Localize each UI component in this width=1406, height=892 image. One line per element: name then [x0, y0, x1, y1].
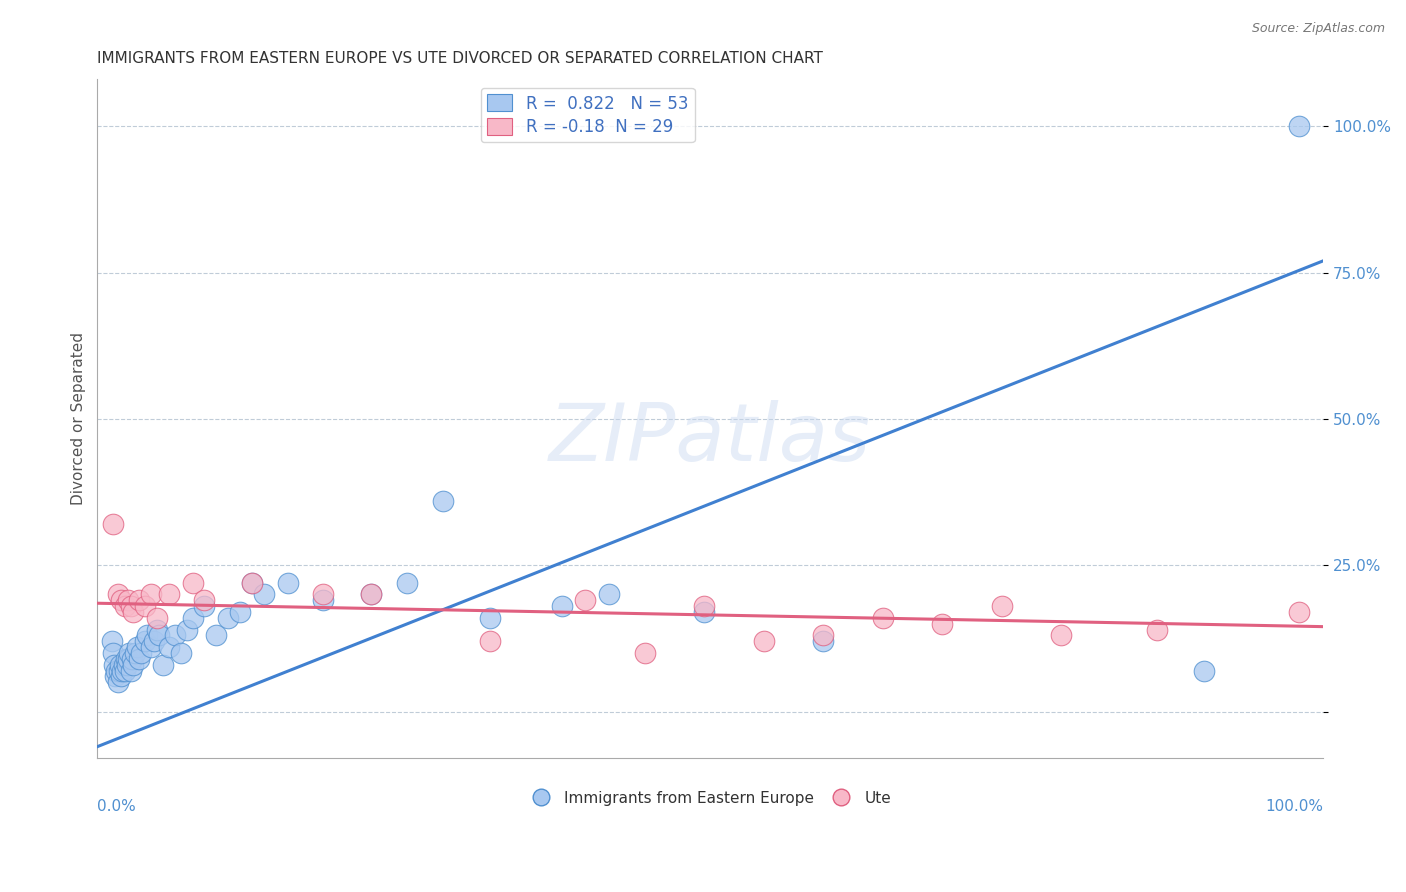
Point [143, 634, 166, 648]
Point [176, 623, 198, 637]
Point [991, 599, 1014, 614]
Text: IMMIGRANTS FROM EASTERN EUROPE VS UTE DIVORCED OR SEPARATED CORRELATION CHART: IMMIGRANTS FROM EASTERN EUROPE VS UTE DI… [97, 51, 824, 66]
Point [136, 628, 159, 642]
Point [598, 587, 620, 601]
Point [117, 593, 139, 607]
Point [107, 587, 129, 601]
Point [110, 593, 132, 607]
Point [240, 575, 263, 590]
Point [121, 652, 143, 666]
Point [157, 640, 180, 654]
Point [1288, 605, 1310, 619]
Point [110, 669, 132, 683]
Point [813, 628, 835, 642]
Point [111, 664, 134, 678]
Point [181, 575, 204, 590]
Point [169, 646, 191, 660]
Point [360, 587, 382, 601]
Point [193, 593, 215, 607]
Point [229, 605, 252, 619]
Point [550, 599, 572, 614]
Y-axis label: Divorced or Separated: Divorced or Separated [72, 333, 86, 506]
Point [277, 575, 299, 590]
Point [120, 664, 142, 678]
Point [118, 646, 141, 660]
Text: Source: ZipAtlas.com: Source: ZipAtlas.com [1251, 22, 1385, 36]
Point [115, 657, 138, 672]
Point [813, 634, 835, 648]
Point [574, 593, 596, 607]
Point [693, 599, 716, 614]
Point [112, 657, 135, 672]
Point [117, 652, 139, 666]
Point [253, 587, 276, 601]
Point [148, 628, 170, 642]
Point [217, 611, 239, 625]
Point [114, 664, 136, 678]
Text: ZIPatlas: ZIPatlas [550, 401, 872, 478]
Point [432, 493, 454, 508]
Point [312, 593, 335, 607]
Point [931, 616, 953, 631]
Point [1288, 119, 1310, 133]
Point [108, 657, 131, 672]
Point [752, 634, 775, 648]
Point [134, 634, 156, 648]
Point [124, 646, 146, 660]
Point [634, 646, 657, 660]
Point [101, 646, 124, 660]
Point [122, 657, 145, 672]
Point [163, 628, 186, 642]
Point [693, 605, 716, 619]
Point [139, 640, 162, 654]
Point [100, 634, 122, 648]
Point [114, 599, 136, 614]
Point [122, 605, 145, 619]
Point [872, 611, 894, 625]
Point [103, 657, 125, 672]
Point [146, 611, 169, 625]
Point [1050, 628, 1073, 642]
Point [107, 675, 129, 690]
Point [105, 664, 128, 678]
Point [104, 669, 127, 683]
Point [107, 664, 129, 678]
Point [312, 587, 335, 601]
Point [1194, 664, 1216, 678]
Point [128, 593, 150, 607]
Point [395, 575, 418, 590]
Point [240, 575, 263, 590]
Point [152, 657, 174, 672]
Point [134, 599, 156, 614]
Point [139, 587, 162, 601]
Point [1146, 623, 1168, 637]
Point [120, 599, 142, 614]
Point [101, 517, 124, 532]
Point [479, 611, 502, 625]
Point [125, 640, 148, 654]
Point [181, 611, 204, 625]
Point [128, 652, 150, 666]
Point [157, 587, 180, 601]
Point [479, 634, 502, 648]
Point [205, 628, 228, 642]
Point [115, 652, 138, 666]
Text: 100.0%: 100.0% [1265, 799, 1323, 814]
Point [193, 599, 215, 614]
Point [360, 587, 382, 601]
Point [146, 623, 169, 637]
Point [131, 646, 153, 660]
Text: 0.0%: 0.0% [97, 799, 136, 814]
Legend: Immigrants from Eastern Europe, Ute: Immigrants from Eastern Europe, Ute [523, 785, 897, 812]
